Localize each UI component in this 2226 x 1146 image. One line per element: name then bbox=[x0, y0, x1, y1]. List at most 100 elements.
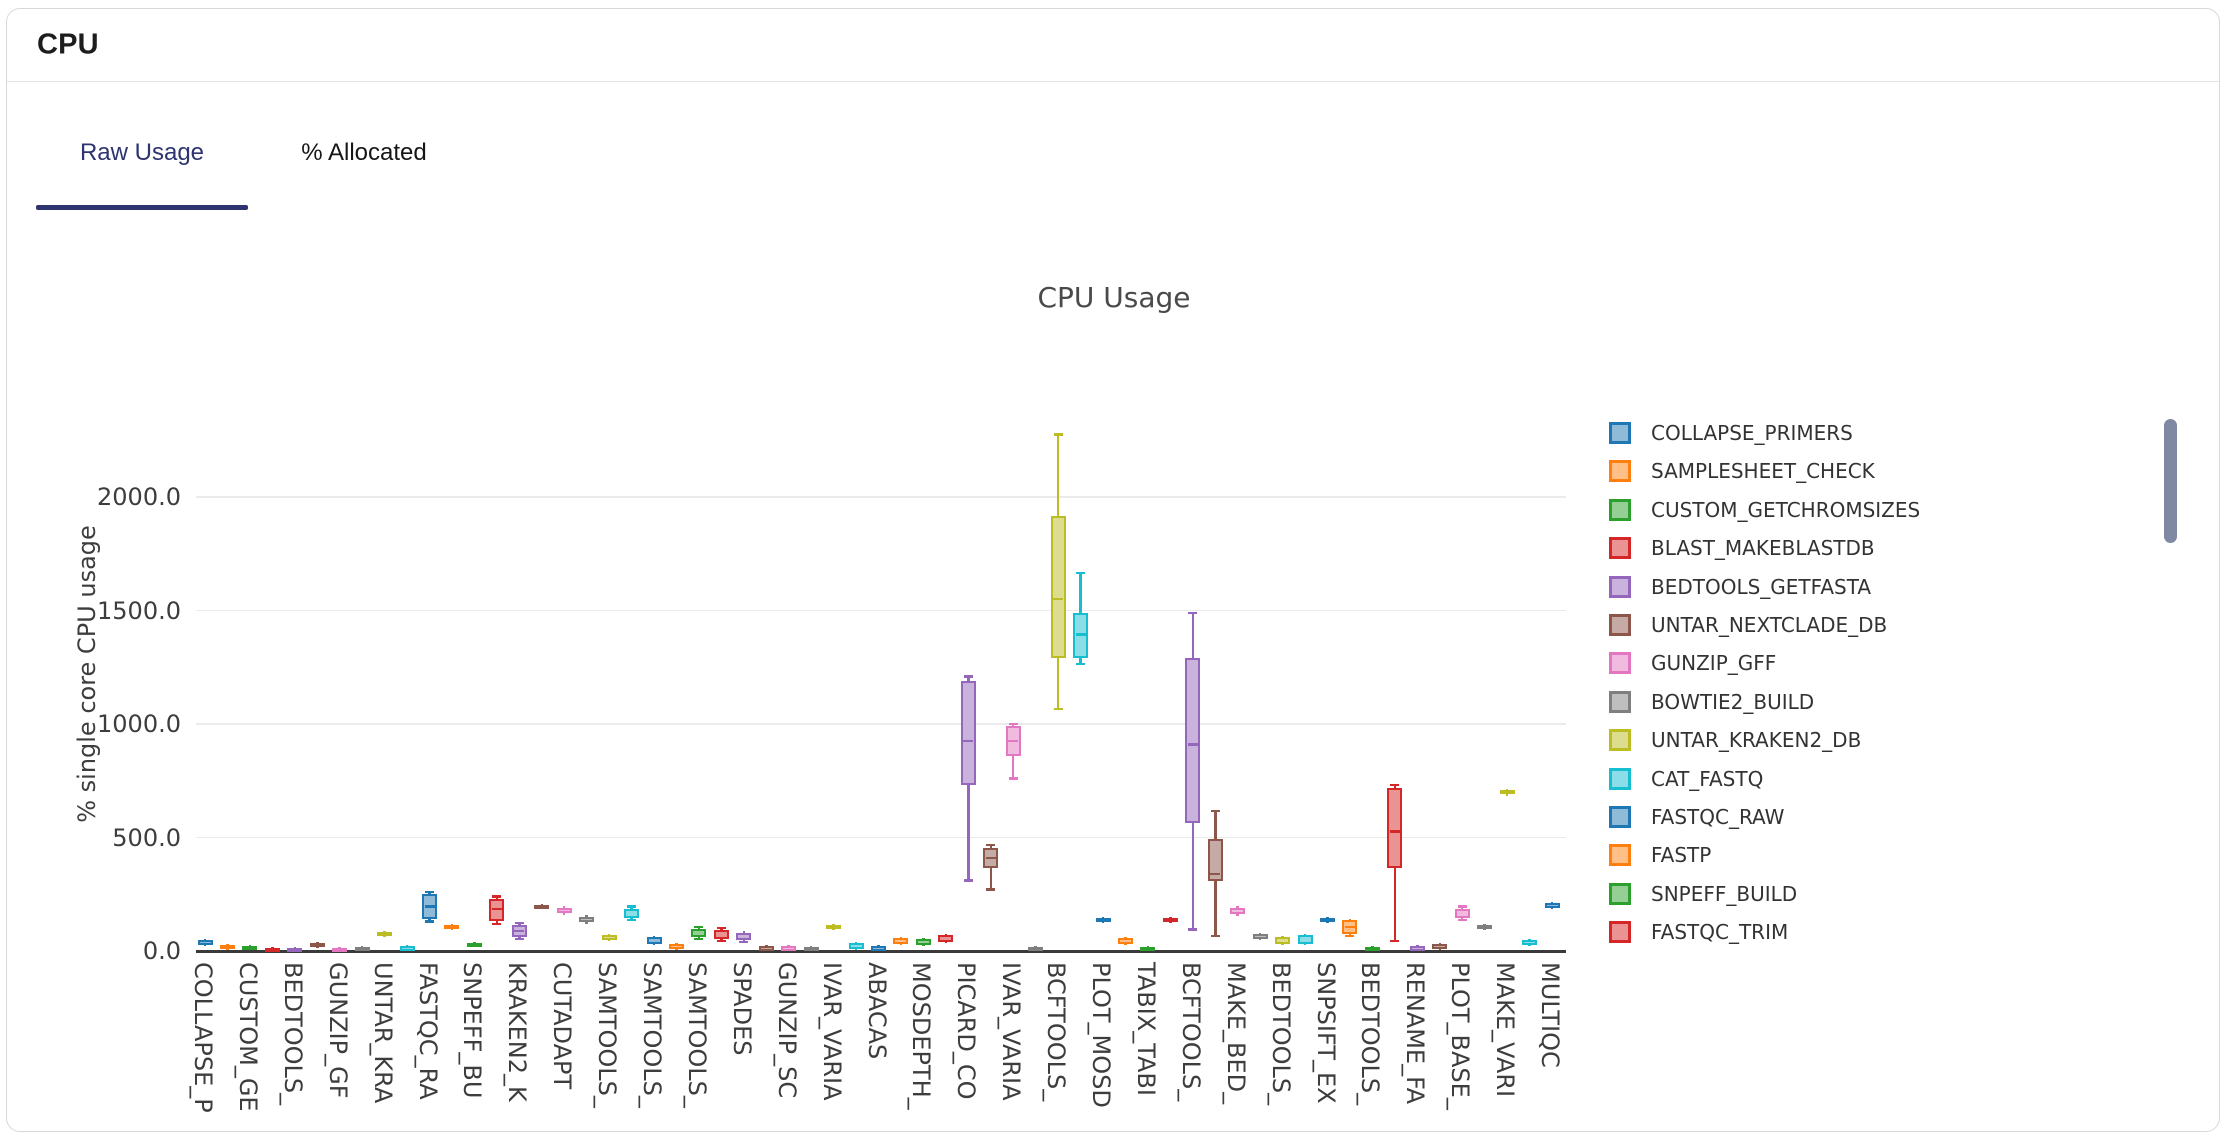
box-CUSTOM_GE bbox=[242, 946, 258, 950]
legend-swatch-icon bbox=[1609, 844, 1631, 867]
box-BCFTOOLS_ bbox=[1050, 516, 1066, 659]
box-IVAR_VARIA bbox=[826, 924, 842, 929]
x-tick-label: MOSDEPTH_ bbox=[907, 962, 936, 1110]
box-unlabeled bbox=[354, 946, 370, 951]
cpu-section-card: CPU Raw Usage % Allocated CPU Usage % si… bbox=[6, 8, 2220, 1132]
legend-scrollbar-thumb[interactable] bbox=[2164, 419, 2177, 543]
legend-label: UNTAR_NEXTCLADE_DB bbox=[1651, 613, 1888, 637]
whisker-cap-high bbox=[986, 843, 996, 847]
x-tick-label: GUNZIP_GF bbox=[323, 962, 352, 1099]
box-BCFTOOLS_ bbox=[1185, 658, 1201, 823]
whisker-cap-low bbox=[492, 922, 502, 925]
whisker-cap-low bbox=[1076, 662, 1086, 666]
x-tick-label: BCFTOOLS_ bbox=[1042, 962, 1071, 1102]
box-MULTIQC bbox=[1544, 902, 1560, 908]
box-TABIX_TABI bbox=[1140, 946, 1156, 951]
gridline-500 bbox=[196, 836, 1566, 839]
box-SPADES bbox=[736, 932, 752, 940]
x-tick-label: SPADES bbox=[727, 962, 756, 1056]
whisker-cap-high bbox=[1053, 433, 1063, 436]
legend-label: SNPEFF_BUILD bbox=[1651, 881, 1798, 906]
legend-swatch-icon bbox=[1609, 537, 1631, 560]
box-unlabeled bbox=[1387, 788, 1403, 869]
legend-label: FASTP bbox=[1651, 843, 1712, 868]
legend-swatch-icon bbox=[1609, 690, 1631, 713]
legend-label: CAT_FASTQ bbox=[1651, 766, 1764, 791]
legend-label: CUSTOM_GETCHROMSIZES bbox=[1651, 497, 1921, 522]
legend-item-FASTQC_RAW[interactable]: FASTQC_RAW bbox=[1609, 798, 1784, 836]
legend-item-GUNZIP_GFF[interactable]: GUNZIP_GFF bbox=[1609, 644, 1776, 682]
whisker-cap-low bbox=[1457, 918, 1467, 922]
x-tick-label: SNPEFF_BU bbox=[458, 962, 487, 1099]
legend-item-BOWTIE2_BUILD[interactable]: BOWTIE2_BUILD bbox=[1609, 683, 1814, 721]
y-tick-label: 1000.0 bbox=[97, 710, 181, 738]
box-MOSDEPTH_ bbox=[915, 938, 931, 945]
legend-label: GUNZIP_GFF bbox=[1651, 651, 1777, 676]
box-median-line bbox=[514, 929, 525, 933]
x-tick-label: MAKE_BED_ bbox=[1221, 962, 1250, 1105]
legend-item-FASTQC_TRIM[interactable]: FASTQC_TRIM bbox=[1609, 913, 1788, 951]
gridline-2000 bbox=[196, 496, 1566, 498]
legend-item-BLAST_MAKEBLASTDB[interactable]: BLAST_MAKEBLASTDB bbox=[1609, 529, 1875, 567]
whisker-cap-high bbox=[1457, 905, 1467, 908]
legend-label: BLAST_MAKEBLASTDB bbox=[1651, 536, 1875, 561]
tab-percent-allocated[interactable]: % Allocated bbox=[301, 139, 427, 166]
box-SNPSIFT_EX bbox=[1320, 917, 1335, 922]
y-tick-label: 2000.0 bbox=[97, 483, 181, 511]
legend-label: UNTAR_KRAKEN2_DB bbox=[1651, 728, 1862, 753]
box-median-line bbox=[1075, 633, 1086, 636]
box-SNPEFF_BU bbox=[466, 943, 482, 948]
x-tick-label: MAKE_VARI bbox=[1491, 962, 1520, 1098]
box-PLOT_BASE_ bbox=[1454, 908, 1470, 918]
legend-item-SAMPLESHEET_CHECK[interactable]: SAMPLESHEET_CHECK bbox=[1609, 452, 1875, 490]
whisker-cap-high bbox=[716, 926, 726, 930]
legend-label: COLLAPSE_PRIMERS bbox=[1651, 421, 1853, 445]
box-CUTADAPT bbox=[556, 907, 572, 913]
x-tick-label: GUNZIP_SC bbox=[772, 962, 801, 1099]
tab-raw-usage[interactable]: Raw Usage bbox=[79, 139, 205, 166]
legend-label: BEDTOOLS_GETFASTA bbox=[1651, 574, 1872, 599]
box-RENAME_FA bbox=[1409, 946, 1425, 951]
box-unlabeled bbox=[579, 916, 595, 922]
legend-swatch-icon bbox=[1609, 767, 1631, 790]
box-median-line bbox=[1389, 830, 1400, 833]
legend-item-CAT_FASTQ[interactable]: CAT_FASTQ bbox=[1609, 760, 1763, 798]
x-tick-label: CUTADAPT bbox=[548, 962, 577, 1090]
x-tick-label: KRAKEN2_K bbox=[503, 962, 532, 1102]
whisker-cap-high bbox=[1076, 571, 1086, 575]
box-BEDTOOLS_ bbox=[287, 948, 303, 953]
legend-item-CUSTOM_GETCHROMSIZES[interactable]: CUSTOM_GETCHROMSIZES bbox=[1609, 491, 1920, 529]
gridline-1000 bbox=[196, 723, 1566, 725]
box-COLLAPSE_P bbox=[197, 939, 213, 945]
box-unlabeled bbox=[1432, 943, 1448, 949]
box-PICARD_CO bbox=[960, 680, 976, 786]
legend-item-SNPEFF_BUILD[interactable]: SNPEFF_BUILD bbox=[1609, 875, 1797, 913]
whisker-cap-high bbox=[1188, 611, 1198, 615]
legend-swatch-icon bbox=[1609, 652, 1631, 675]
x-tick-label: SAMTOOLS_ bbox=[638, 962, 666, 1108]
legend-item-BEDTOOLS_GETFASTA[interactable]: BEDTOOLS_GETFASTA bbox=[1609, 568, 1871, 606]
legend-item-UNTAR_KRAKEN2_DB[interactable]: UNTAR_KRAKEN2_DB bbox=[1609, 721, 1861, 759]
box-median-line bbox=[1187, 743, 1198, 746]
whisker-cap-high bbox=[627, 905, 637, 908]
box-unlabeled bbox=[1252, 933, 1268, 939]
card-header: CPU bbox=[7, 9, 2219, 82]
legend-item-UNTAR_NEXTCLADE_DB[interactable]: UNTAR_NEXTCLADE_DB bbox=[1609, 606, 1887, 644]
box-GUNZIP_GF bbox=[332, 948, 348, 953]
legend-swatch-icon bbox=[1609, 882, 1631, 905]
x-tick-label: BEDTOOLS_ bbox=[278, 962, 307, 1106]
box-median-line bbox=[1344, 925, 1355, 929]
legend-item-FASTP[interactable]: FASTP bbox=[1609, 836, 1711, 874]
box-MAKE_BED_ bbox=[1230, 908, 1246, 914]
legend-swatch-icon bbox=[1609, 422, 1631, 444]
y-axis-title: % single core CPU usage bbox=[73, 525, 101, 823]
box-unlabeled bbox=[1522, 939, 1538, 945]
x-axis-line bbox=[196, 950, 1566, 953]
box-unlabeled bbox=[1477, 924, 1493, 929]
whisker-cap-low bbox=[514, 937, 524, 941]
box-unlabeled bbox=[534, 904, 550, 909]
box-median-line bbox=[1008, 739, 1019, 743]
y-tick-label: 0.0 bbox=[142, 937, 181, 965]
whisker-cap-low bbox=[1390, 939, 1400, 943]
legend-item-COLLAPSE_PRIMERS[interactable]: COLLAPSE_PRIMERS bbox=[1609, 414, 1853, 452]
